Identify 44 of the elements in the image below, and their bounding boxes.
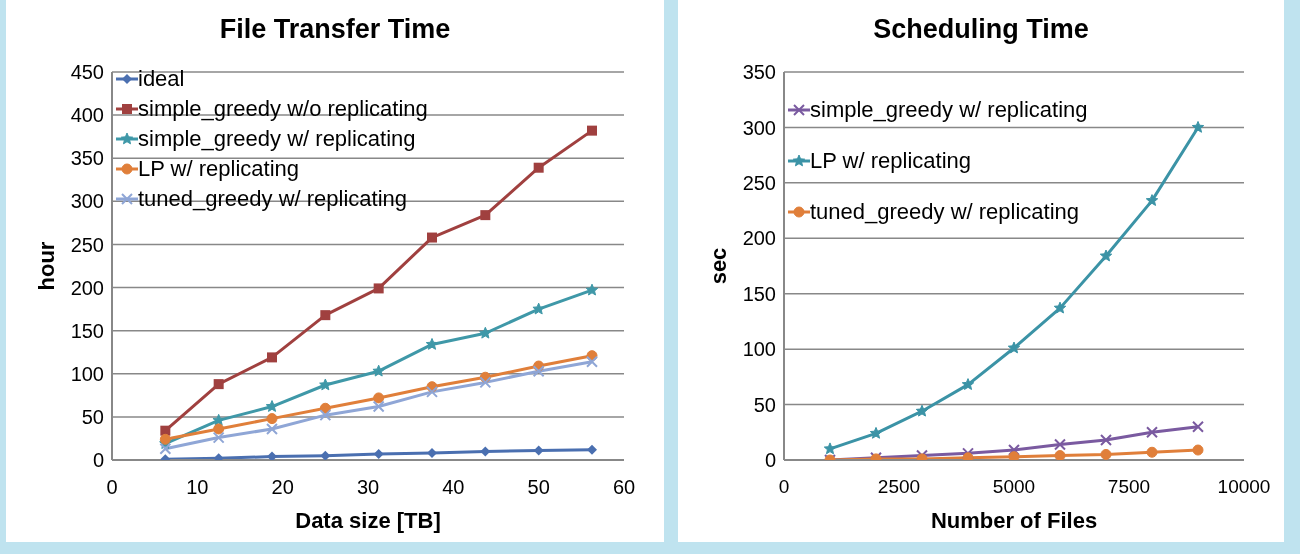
x-axis-title: Data size [TB] xyxy=(295,508,441,533)
legend-label: simple_greedy w/ replicating xyxy=(138,125,416,153)
x-tick-label: 50 xyxy=(527,476,550,499)
y-tick-label: 0 xyxy=(764,449,776,472)
y-tick-label: 100 xyxy=(70,362,104,385)
y-tick-label: 250 xyxy=(70,233,104,256)
x-tick-label: 5000 xyxy=(992,476,1036,498)
x-tick-label: 10 xyxy=(186,476,209,499)
y-tick-label: 50 xyxy=(753,393,776,416)
y-tick-label: 350 xyxy=(742,61,776,84)
legend-label: tuned_greedy w/ replicating xyxy=(810,198,1080,226)
y-axis-title: hour xyxy=(33,241,59,291)
x-tick-label: 7500 xyxy=(1107,476,1151,498)
x-tick-label: 20 xyxy=(271,476,294,499)
y-tick-label: 400 xyxy=(70,104,104,127)
legend-label: tuned_greedy w/ replicating xyxy=(138,185,408,213)
chart-title: File Transfer Time xyxy=(218,13,452,46)
y-tick-label: 300 xyxy=(742,116,776,139)
y-tick-label: 300 xyxy=(70,190,104,213)
x-tick-label: 10000 xyxy=(1217,476,1271,498)
y-tick-label: 350 xyxy=(70,147,104,170)
x-tick-label: 0 xyxy=(106,476,118,499)
x-tick-label: 2500 xyxy=(877,476,921,498)
legend-label: LP w/ replicating xyxy=(138,155,300,183)
y-tick-label: 100 xyxy=(742,338,776,361)
y-tick-label: 0 xyxy=(92,449,104,472)
y-tick-label: 250 xyxy=(742,171,776,194)
y-tick-label: 150 xyxy=(70,319,104,342)
legend-label: LP w/ replicating xyxy=(810,147,972,175)
legend-label: ideal xyxy=(138,65,185,93)
chart-title: Scheduling Time xyxy=(872,13,1090,46)
y-tick-label: 450 xyxy=(70,61,104,84)
x-tick-label: 40 xyxy=(442,476,465,499)
y-axis-title: sec xyxy=(705,247,731,285)
legend-label: simple_greedy w/ replicating xyxy=(810,96,1088,124)
y-tick-label: 200 xyxy=(70,276,104,299)
y-tick-label: 150 xyxy=(742,282,776,305)
x-tick-label: 0 xyxy=(778,476,790,498)
x-axis-title: Number of Files xyxy=(930,508,1098,533)
x-tick-label: 30 xyxy=(356,476,380,499)
legend-label: simple_greedy w/o replicating xyxy=(138,95,428,123)
y-tick-label: 200 xyxy=(742,227,776,250)
y-tick-label: 50 xyxy=(81,405,104,428)
x-tick-label: 60 xyxy=(612,476,636,499)
